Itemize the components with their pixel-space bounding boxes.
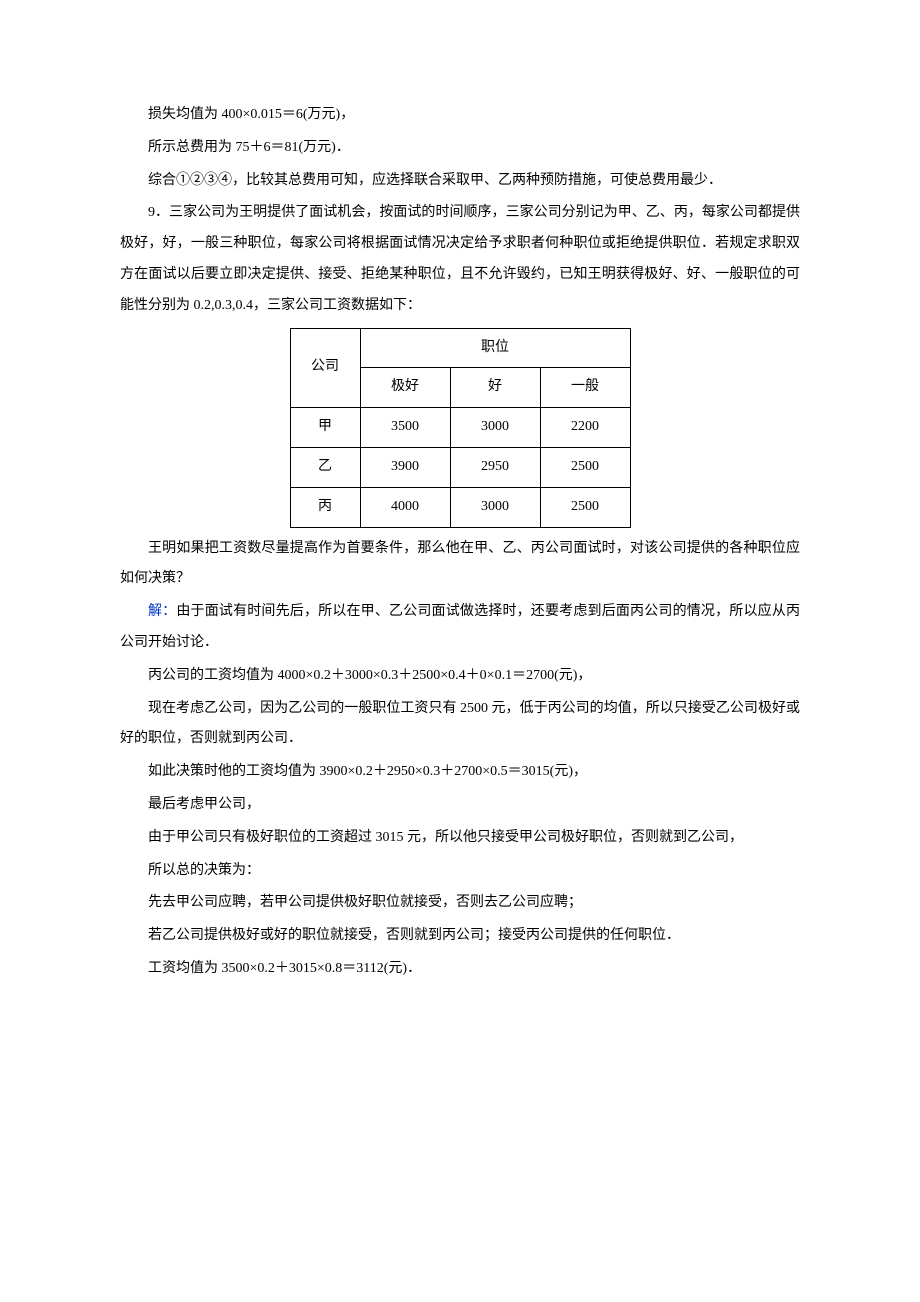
- question-text: 王明如果把工资数尽量提高作为首要条件，那么他在甲、乙、丙公司面试时，对该公司提供…: [120, 534, 800, 596]
- header-company: 公司: [290, 328, 360, 408]
- text-decision-jia: 先去甲公司应聘，若甲公司提供极好职位就接受，否则去乙公司应聘；: [120, 888, 800, 919]
- cell-value: 2500: [540, 447, 630, 487]
- text-decision-yi-bing: 若乙公司提供极好或好的职位就接受，否则就到丙公司；接受丙公司提供的任何职位．: [120, 921, 800, 952]
- cell-value: 2950: [450, 447, 540, 487]
- cell-value: 4000: [360, 487, 450, 527]
- text-bing-mean: 丙公司的工资均值为 4000×0.2＋3000×0.3＋2500×0.4＋0×0…: [120, 661, 800, 692]
- table-row: 丙 4000 3000 2500: [290, 487, 630, 527]
- header-position: 职位: [360, 328, 630, 368]
- problem-9-statement: 9．三家公司为王明提供了面试机会，按面试的时间顺序，三家公司分别记为甲、乙、丙，…: [120, 198, 800, 321]
- text-final-mean: 工资均值为 3500×0.2＋3015×0.8＝3112(元)．: [120, 954, 800, 985]
- cell-value: 3500: [360, 408, 450, 448]
- solution-start: 解：由于面试有时间先后，所以在甲、乙公司面试做选择时，还要考虑到后面丙公司的情况…: [120, 597, 800, 659]
- cell-value: 3000: [450, 408, 540, 448]
- cell-company-jia: 甲: [290, 408, 360, 448]
- table-row: 甲 3500 3000 2200: [290, 408, 630, 448]
- cell-value: 2200: [540, 408, 630, 448]
- header-level-good: 好: [450, 368, 540, 408]
- table-header-row-1: 公司 职位: [290, 328, 630, 368]
- header-level-normal: 一般: [540, 368, 630, 408]
- cell-company-yi: 乙: [290, 447, 360, 487]
- text-yi-mean: 如此决策时他的工资均值为 3900×0.2＋2950×0.3＋2700×0.5＝…: [120, 757, 800, 788]
- cell-value: 3000: [450, 487, 540, 527]
- text-jia-decision: 由于甲公司只有极好职位的工资超过 3015 元，所以他只接受甲公司极好职位，否则…: [120, 823, 800, 854]
- text-yi-consider: 现在考虑乙公司，因为乙公司的一般职位工资只有 2500 元，低于丙公司的均值，所…: [120, 694, 800, 756]
- text-total-decision-label: 所以总的决策为：: [120, 856, 800, 887]
- cell-company-bing: 丙: [290, 487, 360, 527]
- text-total-cost: 所示总费用为 75＋6＝81(万元)．: [120, 133, 800, 164]
- solution-label: 解：: [148, 604, 176, 619]
- cell-value: 3900: [360, 447, 450, 487]
- salary-table: 公司 职位 极好 好 一般 甲 3500 3000 2200 乙 3900 29…: [290, 328, 631, 528]
- table-row: 乙 3900 2950 2500: [290, 447, 630, 487]
- solution-text-intro: 由于面试有时间先后，所以在甲、乙公司面试做选择时，还要考虑到后面丙公司的情况，所…: [120, 604, 800, 650]
- text-jia-consider: 最后考虑甲公司，: [120, 790, 800, 821]
- header-level-best: 极好: [360, 368, 450, 408]
- text-conclusion: 综合①②③④，比较其总费用可知，应选择联合采取甲、乙两种预防措施，可使总费用最少…: [120, 166, 800, 197]
- cell-value: 2500: [540, 487, 630, 527]
- text-loss-mean: 损失均值为 400×0.015＝6(万元)，: [120, 100, 800, 131]
